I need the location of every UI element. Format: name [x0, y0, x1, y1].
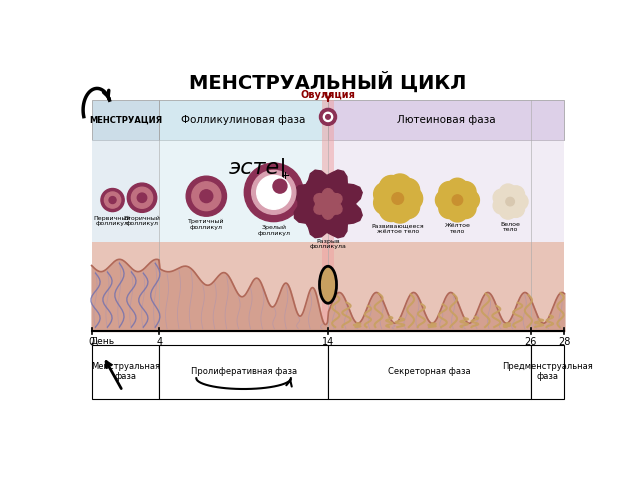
Circle shape — [447, 201, 468, 222]
Text: 28: 28 — [558, 337, 571, 347]
Text: Предменструальная
фаза: Предменструальная фаза — [502, 362, 593, 382]
Circle shape — [399, 187, 422, 211]
Bar — [328, 100, 564, 140]
Circle shape — [252, 170, 296, 214]
Text: 14: 14 — [322, 337, 334, 347]
Text: Зрелый
фолликул: Зрелый фолликул — [257, 225, 291, 236]
Bar — [92, 100, 159, 140]
Circle shape — [388, 174, 412, 198]
Polygon shape — [294, 170, 362, 238]
Ellipse shape — [319, 266, 337, 303]
Circle shape — [244, 163, 303, 222]
Circle shape — [435, 190, 456, 210]
Circle shape — [388, 199, 412, 223]
Circle shape — [109, 197, 116, 204]
Text: Жёлтое
тело: Жёлтое тело — [445, 223, 470, 234]
Text: Первичный
фолликул: Первичный фолликул — [94, 216, 131, 227]
Text: Разрыв
фолликула: Разрыв фолликула — [310, 239, 346, 249]
Circle shape — [323, 112, 333, 121]
Text: Третичный
фолликул: Третичный фолликул — [188, 219, 225, 230]
Circle shape — [447, 178, 468, 199]
Circle shape — [439, 181, 460, 203]
Text: 4: 4 — [156, 337, 162, 347]
Circle shape — [396, 195, 420, 219]
Text: Лютеиновая фаза: Лютеиновая фаза — [397, 115, 495, 125]
Text: эсте|: эсте| — [229, 158, 287, 179]
Circle shape — [127, 183, 157, 212]
Circle shape — [104, 192, 121, 208]
Circle shape — [511, 193, 528, 210]
Circle shape — [374, 191, 398, 215]
Circle shape — [392, 193, 404, 204]
Polygon shape — [314, 189, 342, 219]
Circle shape — [319, 108, 337, 125]
Circle shape — [186, 176, 227, 216]
Bar — [92, 242, 564, 331]
Circle shape — [458, 190, 479, 210]
Text: День: День — [90, 337, 114, 346]
Circle shape — [439, 198, 460, 218]
Circle shape — [499, 184, 516, 201]
Circle shape — [101, 189, 124, 212]
Circle shape — [508, 201, 525, 217]
Bar — [322, 100, 334, 331]
Circle shape — [257, 175, 291, 209]
Circle shape — [380, 176, 403, 200]
Circle shape — [273, 179, 287, 193]
Circle shape — [138, 193, 147, 203]
Circle shape — [200, 190, 212, 203]
Bar — [328, 345, 531, 399]
Bar — [531, 345, 564, 399]
Text: Овуляция: Овуляция — [301, 90, 355, 100]
Text: МЕНСТРУАЛЬНЫЙ ЦИКЛ: МЕНСТРУАЛЬНЫЙ ЦИКЛ — [189, 72, 467, 93]
Bar — [92, 140, 159, 242]
Text: 26: 26 — [524, 337, 537, 347]
Circle shape — [493, 197, 510, 214]
Circle shape — [380, 197, 403, 222]
Circle shape — [396, 179, 420, 203]
Bar — [159, 140, 328, 242]
Bar — [92, 345, 159, 399]
Text: Развивающееся
жёлтое тело: Развивающееся жёлтое тело — [371, 223, 424, 234]
Bar — [159, 100, 328, 140]
Circle shape — [493, 189, 510, 206]
Bar — [328, 140, 564, 242]
Circle shape — [448, 191, 467, 209]
Circle shape — [192, 182, 221, 211]
Circle shape — [508, 186, 525, 203]
Circle shape — [455, 198, 476, 218]
Circle shape — [502, 194, 518, 209]
Circle shape — [452, 195, 463, 205]
Text: Фолликулиновая фаза: Фолликулиновая фаза — [181, 115, 306, 125]
Text: 0: 0 — [88, 337, 95, 347]
Text: Менструальная
фаза: Менструальная фаза — [91, 362, 160, 382]
Text: МЕНСТРУАЦИЯ: МЕНСТРУАЦИЯ — [89, 116, 162, 124]
Text: Вторичный
фолликул: Вторичный фолликул — [124, 216, 161, 227]
Text: Белое
тело: Белое тело — [500, 222, 520, 232]
Circle shape — [499, 202, 516, 219]
Circle shape — [326, 115, 330, 119]
Circle shape — [387, 188, 408, 209]
Circle shape — [374, 182, 398, 206]
Text: Секреторная фаза: Секреторная фаза — [388, 367, 470, 376]
Circle shape — [131, 187, 152, 208]
Bar — [159, 345, 328, 399]
Circle shape — [506, 197, 515, 206]
Circle shape — [455, 181, 476, 203]
Text: Пролиферативная фаза: Пролиферативная фаза — [191, 367, 297, 376]
